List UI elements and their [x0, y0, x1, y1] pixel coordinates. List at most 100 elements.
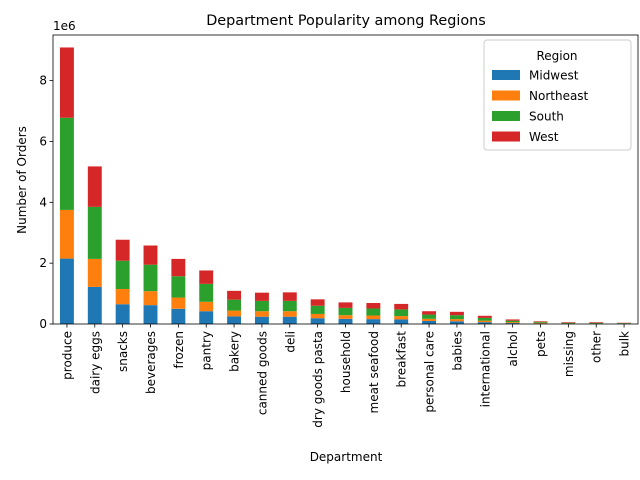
- bar-segment: [143, 264, 158, 292]
- bar-segment: [171, 308, 186, 324]
- bar-segment: [422, 318, 437, 321]
- bar-segment: [227, 316, 242, 324]
- bar-segment: [59, 258, 74, 324]
- bar-segment: [338, 318, 353, 324]
- bar-segment: [505, 320, 520, 323]
- y-tick-label: 4: [39, 195, 47, 209]
- bar-segment: [115, 239, 130, 261]
- bar-segment: [366, 319, 381, 324]
- x-tick-label: beverages: [144, 331, 158, 394]
- y-axis: 0 2 4 6 8: [39, 74, 53, 331]
- bar-segment: [533, 322, 548, 324]
- bar-segment: [254, 311, 269, 317]
- x-tick-label: pets: [534, 331, 548, 357]
- bar-segment: [394, 309, 409, 317]
- bar-segment: [171, 258, 186, 277]
- bar-segment: [533, 321, 548, 322]
- bar-segment: [59, 117, 74, 210]
- bar-segment: [310, 299, 325, 306]
- bar-segment: [199, 270, 214, 284]
- bar-segment: [115, 304, 130, 324]
- bar-segment: [366, 303, 381, 309]
- legend-label: Northeast: [529, 89, 589, 103]
- bar-segment: [505, 322, 520, 324]
- legend: Region Midwest Northeast South West: [483, 39, 632, 151]
- bar-segment: [227, 310, 242, 317]
- bar-segment: [449, 315, 464, 320]
- x-tick-label: pantry: [200, 331, 214, 370]
- bar-segment: [199, 301, 214, 312]
- bar-segment: [171, 276, 186, 298]
- bar-segment: [338, 307, 353, 316]
- x-tick-label: meat seafood: [367, 331, 381, 413]
- x-tick-label: household: [339, 331, 353, 393]
- bar-segment: [449, 321, 464, 324]
- legend-swatch: [492, 70, 520, 80]
- plot-frame: [52, 34, 639, 325]
- bar-segment: [59, 209, 74, 259]
- x-tick-label: other: [590, 331, 604, 363]
- x-tick-label: produce: [60, 331, 74, 380]
- legend-label: Midwest: [529, 69, 579, 83]
- bar-segment: [254, 316, 269, 324]
- x-tick-label: alchol: [506, 331, 520, 367]
- bar-segment: [310, 318, 325, 324]
- bar-segment: [561, 322, 576, 324]
- x-tick-label: deli: [283, 331, 297, 353]
- x-tick-label: frozen: [172, 331, 186, 369]
- bar-segment: [87, 166, 102, 207]
- bar-segment: [143, 291, 158, 306]
- bar-segment: [477, 322, 492, 324]
- bar-segment: [589, 322, 604, 324]
- bar-segment: [366, 308, 381, 316]
- bar-segment: [282, 311, 297, 317]
- bar-segment: [366, 315, 381, 320]
- bar-segment: [449, 311, 464, 316]
- y-scale-label: 1e6: [53, 19, 76, 33]
- bar-segment: [171, 297, 186, 309]
- x-tick-label: bakery: [228, 331, 242, 372]
- bars-group: [59, 47, 632, 324]
- bar-segment: [87, 206, 102, 259]
- legend-frame: [483, 39, 632, 151]
- y-tick-label: 2: [39, 256, 47, 270]
- y-axis-label: Number of Orders: [15, 126, 29, 234]
- x-tick-label: personal care: [423, 331, 437, 413]
- bar-segment: [143, 245, 158, 265]
- bar-segment: [394, 303, 409, 310]
- bar-segment: [227, 299, 242, 311]
- bar-segment: [87, 258, 102, 287]
- bar-segment: [477, 315, 492, 318]
- bar-segment: [505, 319, 520, 321]
- bar-segment: [394, 316, 409, 320]
- bar-segment: [505, 323, 520, 324]
- bar-segment: [589, 322, 604, 323]
- bar-segment: [338, 302, 353, 308]
- bar-segment: [282, 292, 297, 301]
- x-tick-label: dry goods pasta: [311, 331, 325, 428]
- bar-segment: [449, 319, 464, 322]
- legend-label: West: [529, 130, 559, 144]
- legend-swatch: [492, 111, 520, 121]
- bar-segment: [115, 260, 130, 290]
- bar-segment: [477, 317, 492, 321]
- x-tick-label: missing: [562, 331, 576, 377]
- x-tick-label: international: [478, 331, 492, 407]
- legend-title: Region: [536, 49, 577, 63]
- bar-segment: [310, 313, 325, 319]
- x-tick-label: canned goods: [255, 331, 269, 415]
- chart-title: Department Popularity among Regions: [206, 13, 486, 29]
- x-tick-label: snacks: [116, 331, 130, 372]
- bar-segment: [199, 283, 214, 302]
- bar-segment: [422, 311, 437, 315]
- bar-segment: [282, 300, 297, 312]
- bar-segment: [143, 305, 158, 324]
- x-axis-label: Department: [310, 450, 383, 464]
- bar-segment: [394, 319, 409, 324]
- y-tick-label: 8: [39, 74, 47, 88]
- bar-segment: [422, 314, 437, 319]
- x-tick-label: bulk: [618, 331, 632, 357]
- bar-segment: [561, 322, 576, 323]
- bar-segment: [338, 315, 353, 319]
